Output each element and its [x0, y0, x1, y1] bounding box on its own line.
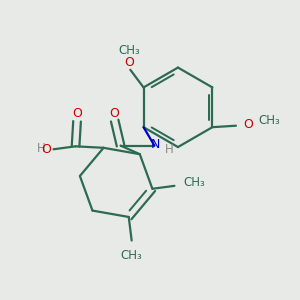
Text: N: N	[151, 138, 160, 151]
Text: O: O	[243, 118, 253, 131]
Text: O: O	[41, 143, 51, 156]
Text: O: O	[110, 107, 120, 120]
Text: O: O	[72, 107, 82, 120]
Text: H: H	[37, 142, 45, 155]
Text: CH₃: CH₃	[183, 176, 205, 189]
Text: O: O	[124, 56, 134, 69]
Text: CH₃: CH₃	[121, 249, 142, 262]
Text: CH₃: CH₃	[258, 114, 280, 127]
Text: CH₃: CH₃	[118, 44, 140, 57]
Text: H: H	[165, 142, 174, 156]
